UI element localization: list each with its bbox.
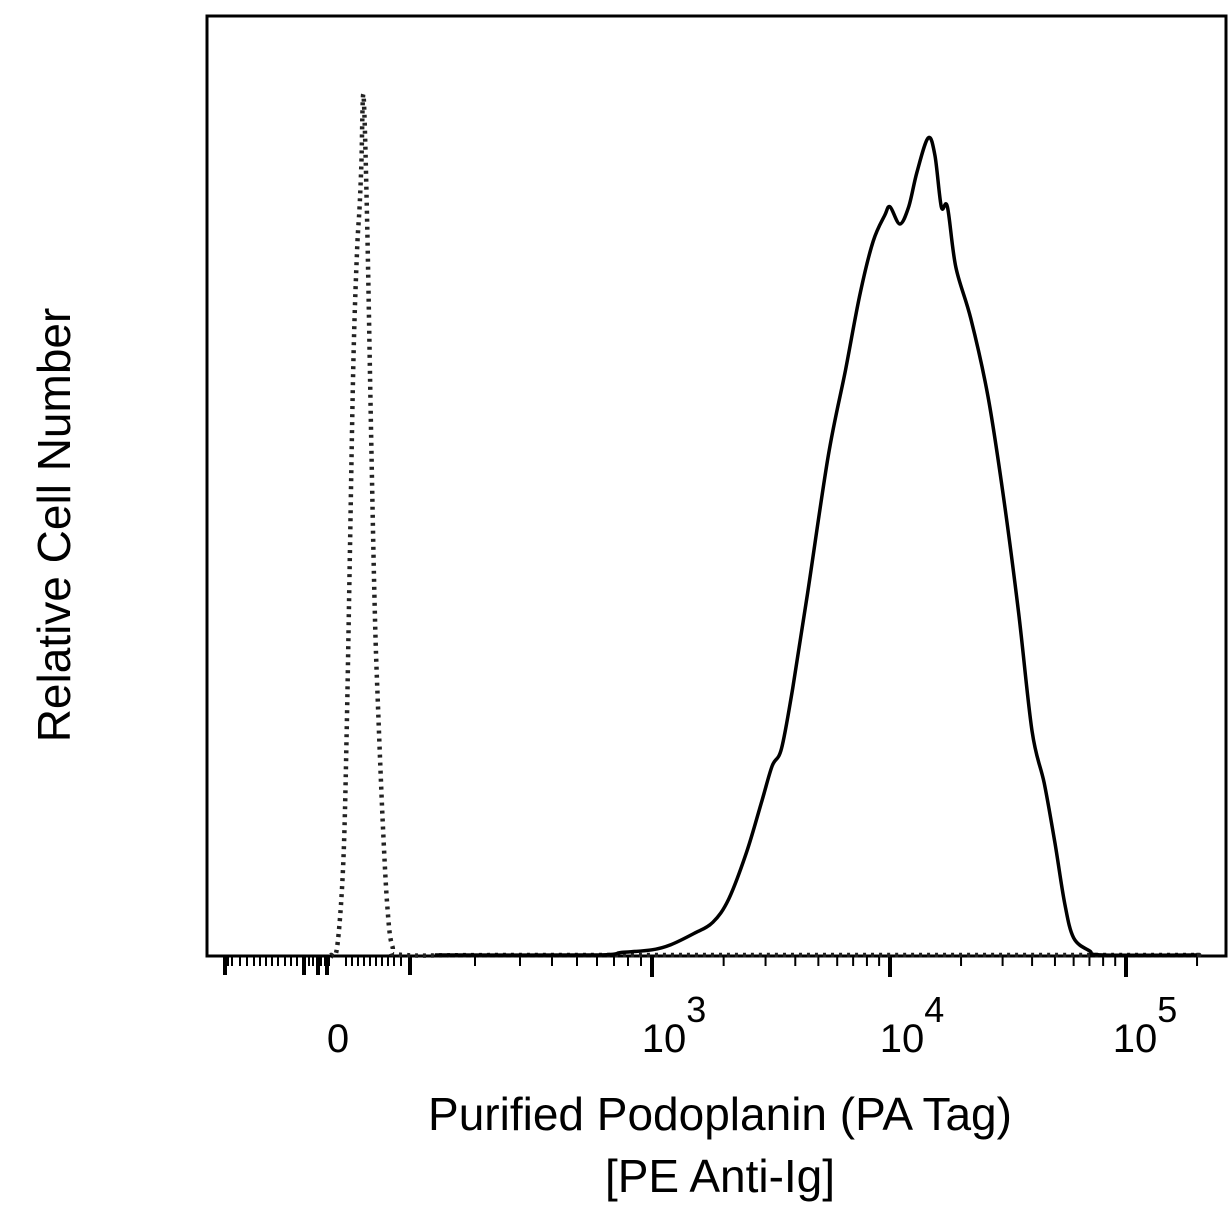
x-tick-label: 103 xyxy=(642,989,707,1061)
x-axis-tick-labels: 0 103 104 105 xyxy=(327,989,1177,1061)
x-tick-label: 0 xyxy=(327,1017,349,1061)
x-tick-label: 104 xyxy=(880,989,945,1061)
x-axis-label-line1: Purified Podoplanin (PA Tag) xyxy=(428,1088,1012,1140)
plot-frame xyxy=(205,14,1228,958)
x-axis-ticks xyxy=(223,955,1199,977)
stained-sample-curve xyxy=(434,135,1198,958)
x-tick-label: 105 xyxy=(1113,989,1178,1061)
histogram-curves xyxy=(328,92,1202,959)
x-axis-label-line2: [PE Anti-Ig] xyxy=(605,1150,835,1202)
isotype-control-curve xyxy=(328,92,1202,959)
y-axis-label: Relative Cell Number xyxy=(28,308,80,743)
